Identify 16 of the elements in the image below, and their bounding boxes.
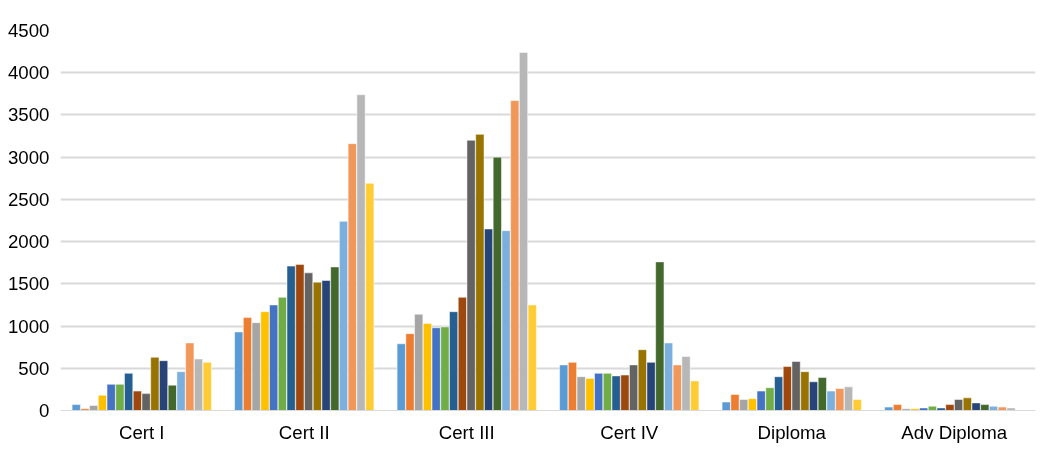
x-tick-label: Cert III [438, 421, 495, 443]
x-tick-label: Cert IV [600, 421, 659, 443]
y-tick-label: 3000 [8, 146, 50, 168]
x-tick-label: Cert I [118, 421, 165, 443]
x-tick-label: Diploma [757, 421, 827, 443]
y-tick-label: 4500 [8, 20, 50, 41]
y-tick-label: 1500 [8, 273, 50, 295]
y-tick-label: 500 [18, 357, 50, 379]
x-tick-label: Adv Diploma [901, 421, 1008, 443]
y-tick-label: 2500 [8, 188, 50, 210]
y-tick-label: 1000 [8, 315, 50, 337]
y-tick-label: 4000 [8, 62, 50, 84]
x-tick-label: Cert II [278, 421, 330, 443]
y-tick-label: 3500 [8, 104, 50, 126]
y-tick-label: 2000 [8, 231, 50, 253]
y-tick-label: 0 [39, 400, 50, 421]
